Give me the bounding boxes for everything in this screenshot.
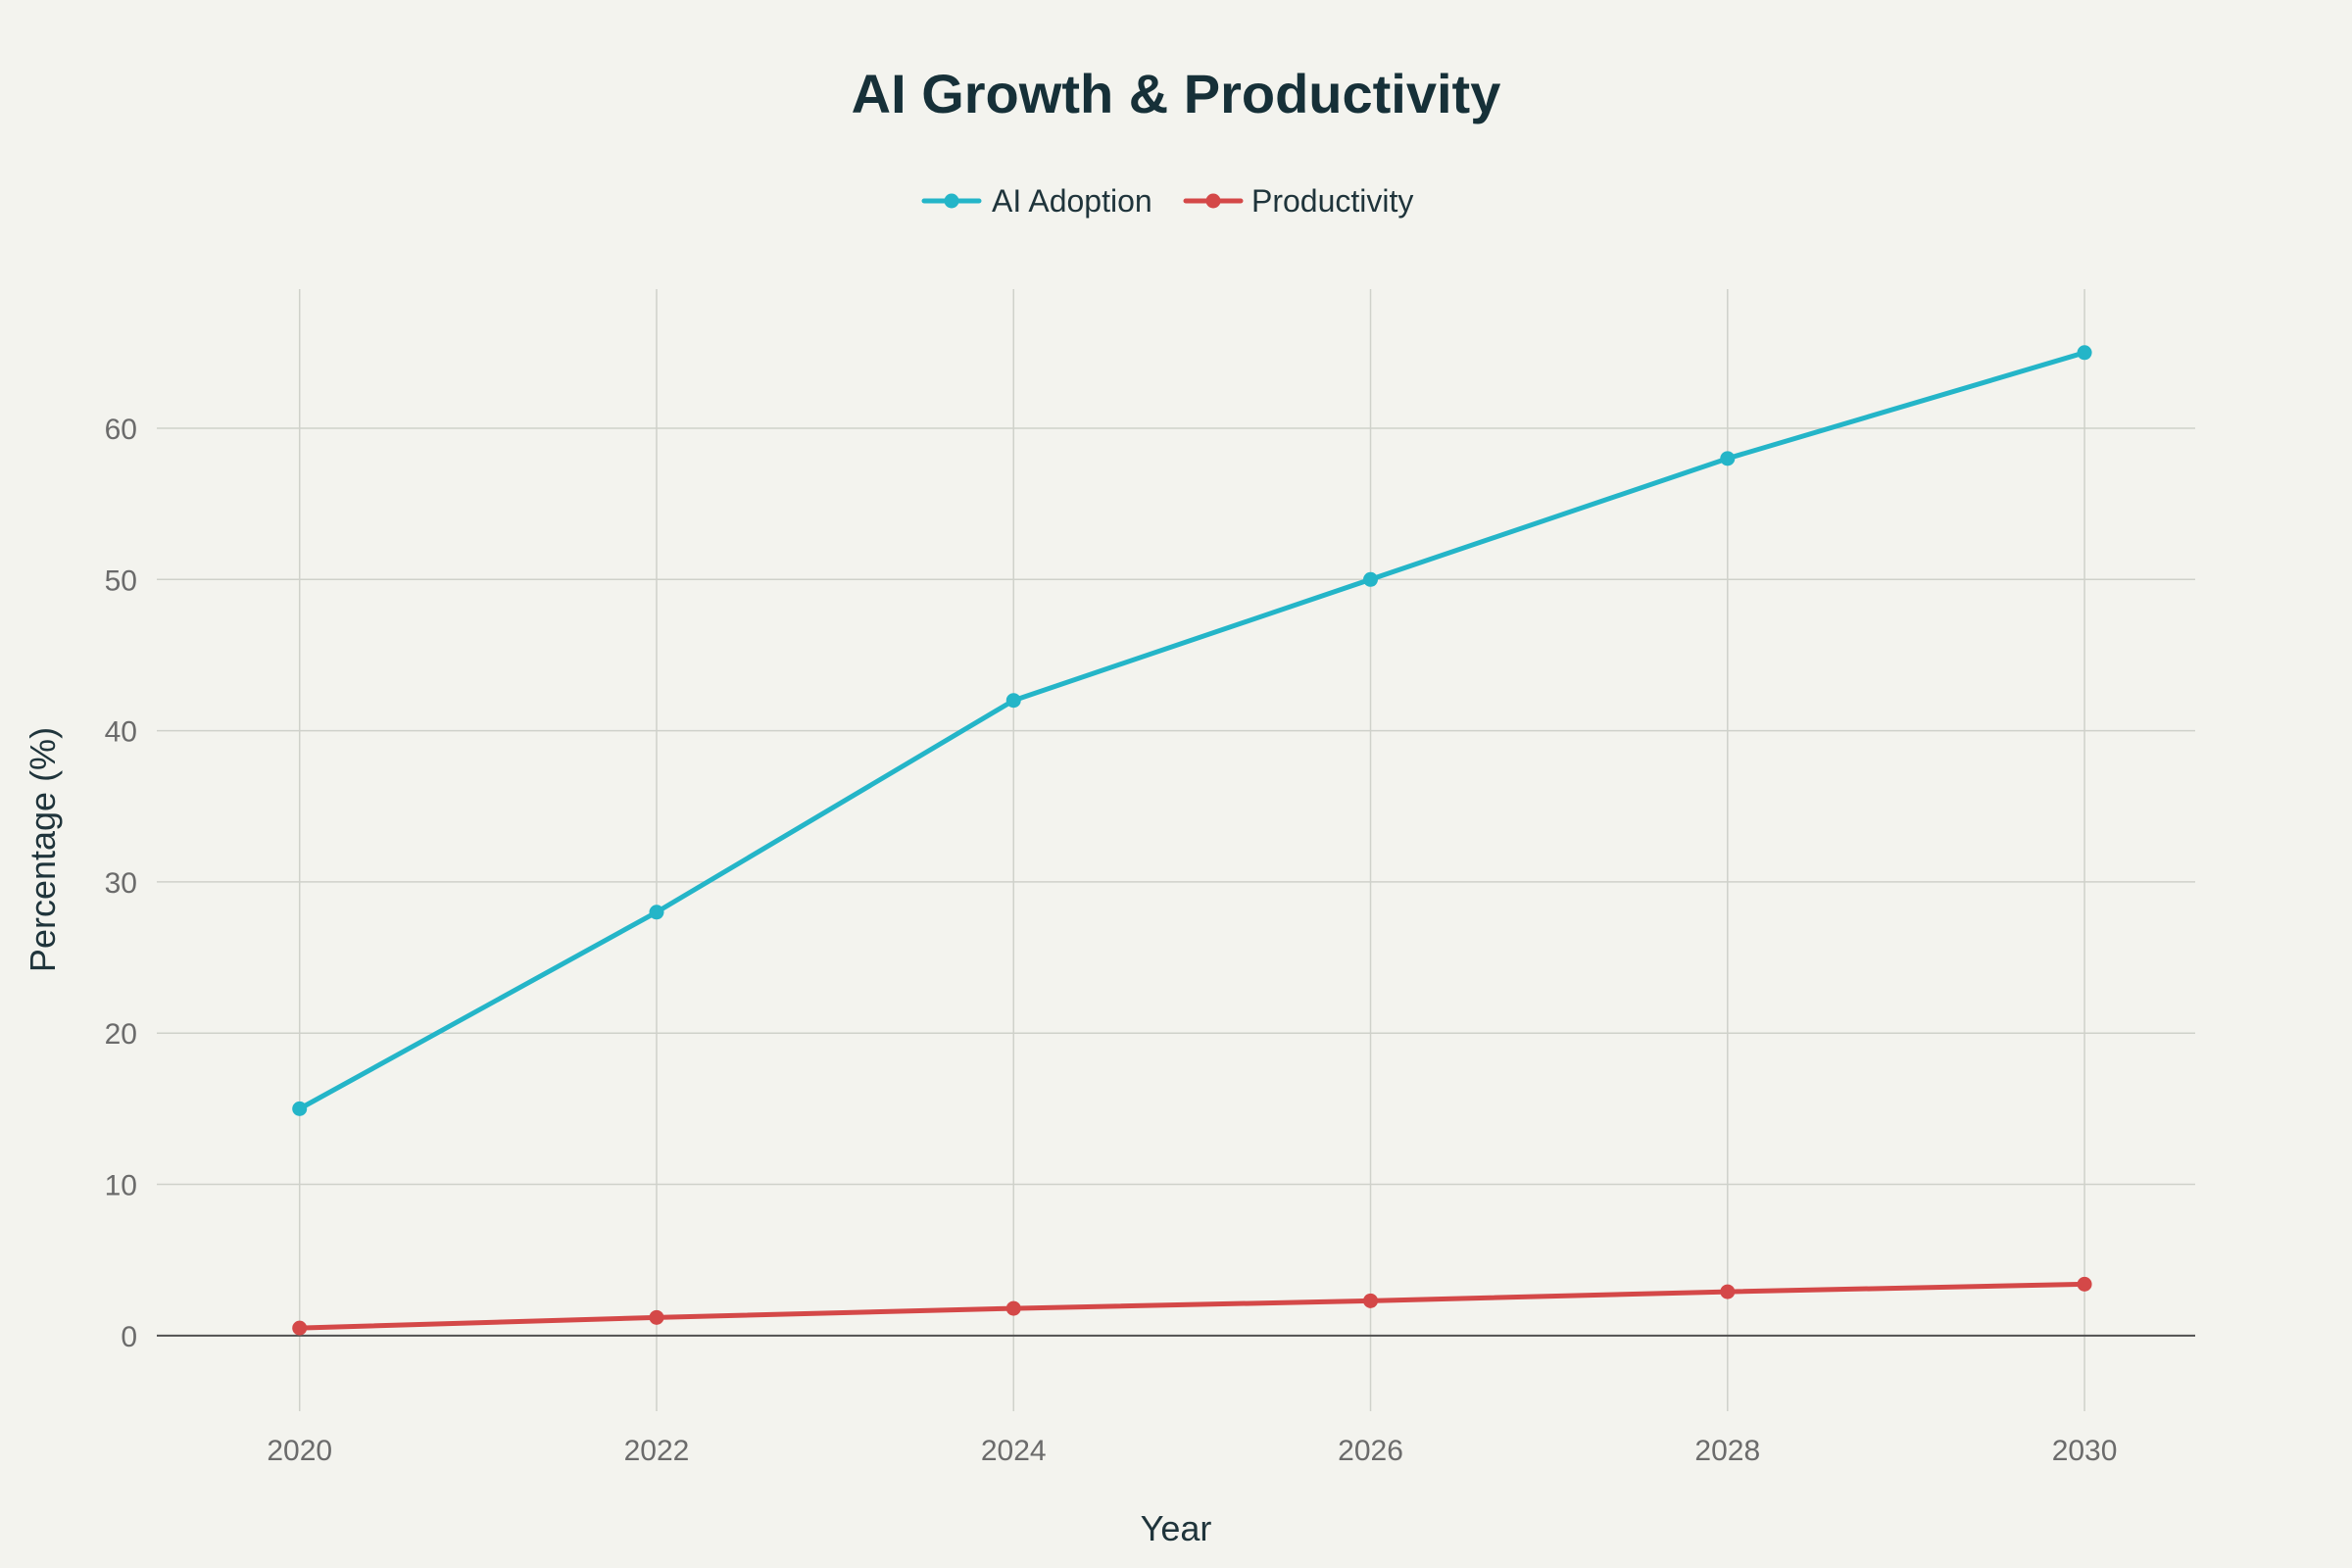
productivity-point[interactable]: [292, 1320, 308, 1336]
legend: AI Adoption Productivity: [921, 183, 1413, 219]
series-ai-adoption: [292, 345, 2092, 1116]
series-productivity: [292, 1276, 2092, 1336]
grid: [157, 289, 2195, 1411]
legend-swatch-marker: [1205, 193, 1221, 209]
productivity-point[interactable]: [1363, 1293, 1379, 1308]
ai-adoption-point[interactable]: [2077, 345, 2092, 361]
ai-adoption-point[interactable]: [649, 905, 664, 920]
legend-label: AI Adoption: [992, 183, 1152, 219]
ai-adoption-point[interactable]: [1363, 571, 1379, 587]
chart-title: AI Growth & Productivity: [852, 63, 1501, 124]
x-tick-label: 2022: [624, 1435, 690, 1467]
ai-adoption-point[interactable]: [292, 1101, 308, 1116]
x-tick-label: 2028: [1694, 1435, 1760, 1467]
x-tick-label: 2026: [1338, 1435, 1403, 1467]
series-layer: [292, 345, 2092, 1336]
ai-adoption-point[interactable]: [1720, 451, 1736, 466]
legend-item-productivity[interactable]: Productivity: [1183, 183, 1413, 219]
ai-adoption-line: [297, 350, 2087, 1111]
y-tick-label: 40: [105, 716, 137, 749]
productivity-point[interactable]: [1005, 1300, 1021, 1316]
y-tick-label: 50: [105, 564, 137, 597]
x-tick-label: 2030: [2052, 1435, 2118, 1467]
y-tick-label: 20: [105, 1018, 137, 1051]
productivity-point[interactable]: [1720, 1284, 1736, 1299]
ai-adoption-point[interactable]: [1005, 693, 1021, 709]
legend-swatch-marker: [944, 193, 959, 209]
y-tick-label: 30: [105, 867, 137, 900]
y-tick-label: 60: [105, 414, 137, 446]
productivity-point[interactable]: [2077, 1276, 2092, 1292]
y-tick-label: 0: [121, 1321, 137, 1353]
y-tick-label: 10: [105, 1170, 137, 1202]
y-axis-label: Percentage (%): [23, 727, 63, 972]
x-tick-label: 2020: [267, 1435, 332, 1467]
x-tick-label: 2024: [981, 1435, 1047, 1467]
legend-label: Productivity: [1251, 183, 1413, 219]
legend-item-ai-adoption[interactable]: AI Adoption: [921, 183, 1152, 219]
x-axis-label: Year: [1141, 1508, 1212, 1548]
productivity-point[interactable]: [649, 1309, 664, 1325]
productivity-line: [297, 1281, 2087, 1331]
